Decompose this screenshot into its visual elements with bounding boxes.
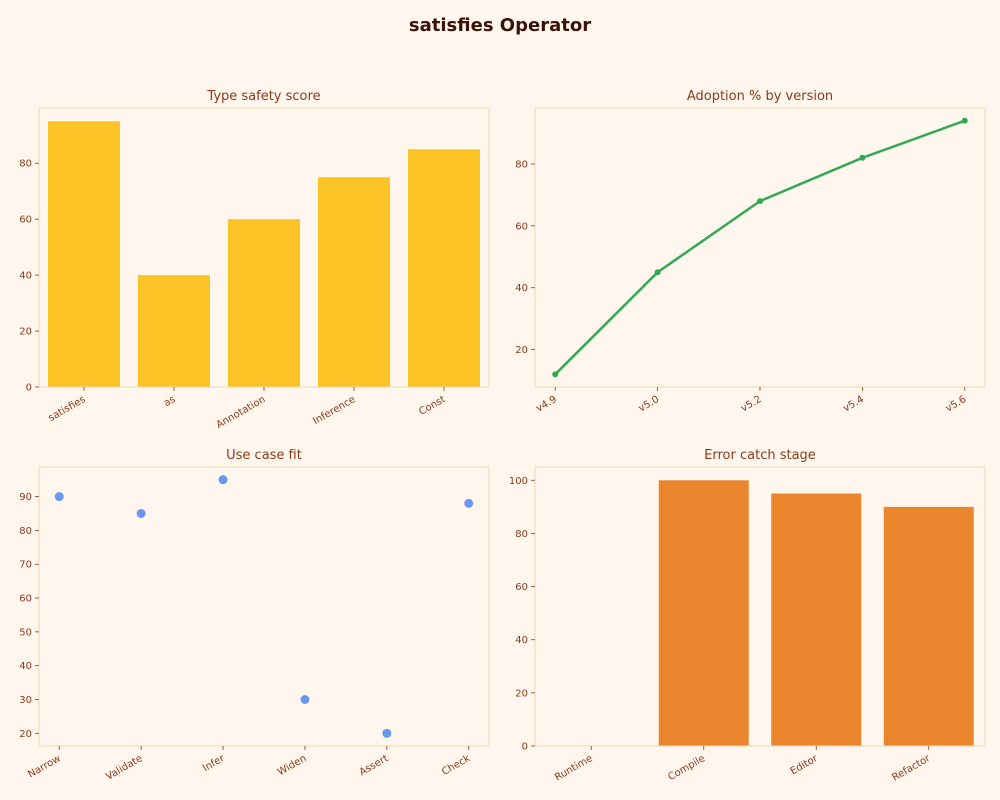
y-tick-label: 20 bbox=[515, 345, 528, 356]
line-point-v5-4 bbox=[859, 154, 866, 161]
panel-title: Type safety score bbox=[206, 89, 320, 104]
panel-title: Adoption % by version bbox=[687, 89, 833, 104]
bar-compile bbox=[658, 480, 749, 746]
panel-errorstage: Error catch stage 0 20 40 60 80 100 Runtime Comp… bbox=[509, 448, 986, 784]
x-tick-label: Validate bbox=[104, 753, 144, 783]
x-tick-label: Assert bbox=[358, 753, 391, 778]
y-tick-label: 60 bbox=[19, 215, 32, 226]
bar-const bbox=[408, 149, 480, 387]
y-tick-label: 100 bbox=[509, 476, 528, 487]
y-tick-label: 0 bbox=[522, 742, 528, 753]
y-tick-label: 70 bbox=[19, 560, 32, 571]
x-tick-label: v5.6 bbox=[944, 394, 968, 414]
x-tick-label: Runtime bbox=[553, 753, 595, 783]
line-point-v4-9 bbox=[552, 371, 559, 378]
x-tick-label: Compile bbox=[666, 753, 707, 783]
x-tick-label: v4.9 bbox=[534, 394, 558, 414]
plot-frame bbox=[534, 107, 986, 388]
y-tick-label: 80 bbox=[19, 159, 32, 170]
x-tick-label: Refactor bbox=[890, 753, 933, 784]
x-tick-label: Editor bbox=[789, 753, 821, 778]
bar-annotation bbox=[228, 219, 300, 387]
y-tick-label: 40 bbox=[19, 661, 32, 672]
bar-editor bbox=[771, 493, 862, 746]
scatter-point-check bbox=[464, 498, 474, 508]
panel-title: Error catch stage bbox=[704, 448, 816, 463]
x-tick-label: v5.2 bbox=[739, 394, 763, 414]
y-tick-label: 20 bbox=[515, 688, 528, 699]
panel-adoption: Adoption % by version 20 40 60 80 v4.9 v5.0 v5.… bbox=[515, 89, 986, 415]
y-tick-label: 30 bbox=[19, 695, 32, 706]
scatter-point-infer bbox=[218, 475, 228, 485]
y-tick-label: 40 bbox=[19, 271, 32, 282]
x-tick-label: Widen bbox=[276, 753, 309, 778]
x-tick-label: Annotation bbox=[215, 394, 268, 431]
x-tick-label: Narrow bbox=[26, 753, 62, 780]
x-tick-label: satisfies bbox=[47, 394, 88, 424]
y-tick-label: 80 bbox=[515, 529, 528, 540]
line-point-v5-2 bbox=[757, 198, 763, 205]
y-tick-label: 60 bbox=[19, 594, 32, 605]
y-tick-label: 20 bbox=[19, 327, 32, 338]
y-tick-label: 90 bbox=[19, 492, 32, 503]
x-tick-label: Infer bbox=[201, 753, 227, 775]
x-tick-label: v5.4 bbox=[841, 394, 865, 414]
y-tick-label: 80 bbox=[19, 526, 32, 537]
plot-frame bbox=[534, 466, 986, 747]
x-tick-label: Const bbox=[417, 394, 447, 418]
y-tick-label: 50 bbox=[19, 627, 32, 638]
bar-as bbox=[138, 275, 210, 387]
bar-satisfies bbox=[48, 121, 120, 388]
y-tick-label: 40 bbox=[515, 283, 528, 294]
scatter-point-validate bbox=[136, 509, 146, 518]
scatter-point-assert bbox=[382, 728, 392, 738]
bar-refactor bbox=[883, 506, 974, 746]
x-tick-label: Inference bbox=[311, 394, 357, 427]
x-tick-label: Check bbox=[440, 753, 472, 778]
plot-frame bbox=[38, 466, 490, 747]
y-tick-label: 60 bbox=[515, 582, 528, 593]
line-point-v5-6 bbox=[961, 117, 968, 124]
bar-inference bbox=[318, 177, 390, 387]
scatter-point-narrow bbox=[54, 492, 64, 502]
y-tick-label: 20 bbox=[19, 729, 32, 740]
panel-safety: Type safety score 0 20 40 60 80 satisfies as Ann… bbox=[19, 89, 490, 431]
y-tick-label: 60 bbox=[515, 221, 528, 232]
y-tick-label: 40 bbox=[515, 635, 528, 646]
panel-usecase: Use case fit 20 30 40 50 60 70 80 90 Narrow Valida… bbox=[19, 448, 490, 783]
figure-title: satisfies Operator bbox=[409, 15, 591, 36]
x-tick-label: v5.0 bbox=[637, 394, 661, 414]
y-tick-label: 0 bbox=[26, 383, 32, 394]
scatter-point-widen bbox=[300, 695, 310, 704]
panel-title: Use case fit bbox=[226, 448, 302, 463]
y-tick-label: 80 bbox=[515, 159, 528, 170]
series-line bbox=[554, 119, 966, 376]
line-point-v5-0 bbox=[654, 269, 661, 276]
x-tick-label: as bbox=[162, 394, 177, 409]
